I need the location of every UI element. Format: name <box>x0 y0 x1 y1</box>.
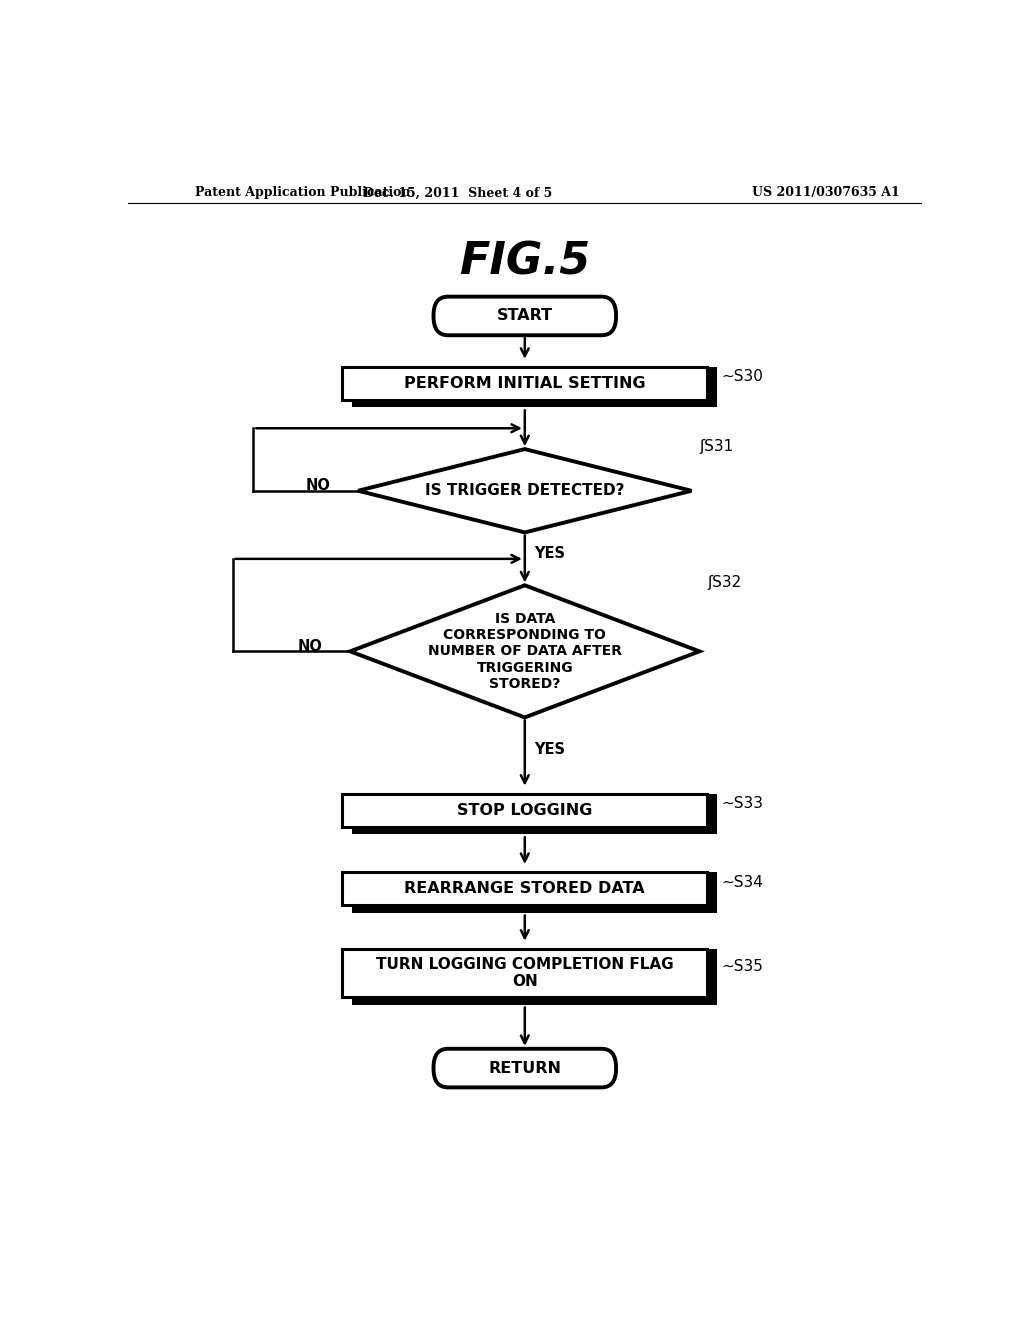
FancyBboxPatch shape <box>433 1049 616 1088</box>
Bar <box>708 793 717 828</box>
Bar <box>352 906 717 912</box>
Polygon shape <box>358 449 691 532</box>
Text: Patent Application Publication: Patent Application Publication <box>196 186 411 199</box>
Bar <box>352 400 717 408</box>
Bar <box>708 367 717 400</box>
Text: YES: YES <box>535 742 565 756</box>
Bar <box>342 873 708 906</box>
Text: REARRANGE STORED DATA: REARRANGE STORED DATA <box>404 882 645 896</box>
Text: FIG.5: FIG.5 <box>459 240 591 284</box>
Text: TURN LOGGING COMPLETION FLAG
ON: TURN LOGGING COMPLETION FLAG ON <box>376 957 674 989</box>
Text: ∼S34: ∼S34 <box>722 875 764 890</box>
Text: NO: NO <box>305 478 331 494</box>
Bar <box>352 998 717 1005</box>
Text: Dec. 15, 2011  Sheet 4 of 5: Dec. 15, 2011 Sheet 4 of 5 <box>362 186 552 199</box>
Text: IS TRIGGER DETECTED?: IS TRIGGER DETECTED? <box>425 483 625 498</box>
Text: NO: NO <box>298 639 323 653</box>
Text: ʃS32: ʃS32 <box>708 574 741 590</box>
Bar <box>342 949 708 998</box>
Text: START: START <box>497 309 553 323</box>
Text: ∼S35: ∼S35 <box>722 958 764 974</box>
Bar <box>708 873 717 906</box>
Bar <box>352 828 717 834</box>
Text: IS DATA
CORRESPONDING TO
NUMBER OF DATA AFTER
TRIGGERING
STORED?: IS DATA CORRESPONDING TO NUMBER OF DATA … <box>428 612 622 690</box>
Text: PERFORM INITIAL SETTING: PERFORM INITIAL SETTING <box>404 376 645 391</box>
Polygon shape <box>350 585 699 718</box>
Bar <box>708 949 717 998</box>
Text: US 2011/0307635 A1: US 2011/0307635 A1 <box>753 186 900 199</box>
Text: STOP LOGGING: STOP LOGGING <box>457 803 593 818</box>
FancyBboxPatch shape <box>433 297 616 335</box>
Bar <box>342 793 708 828</box>
Bar <box>342 367 708 400</box>
Text: ʃS31: ʃS31 <box>699 438 733 454</box>
Text: ∼S30: ∼S30 <box>722 370 764 384</box>
Text: ∼S33: ∼S33 <box>722 796 764 812</box>
Text: RETURN: RETURN <box>488 1060 561 1076</box>
Text: YES: YES <box>535 546 565 561</box>
